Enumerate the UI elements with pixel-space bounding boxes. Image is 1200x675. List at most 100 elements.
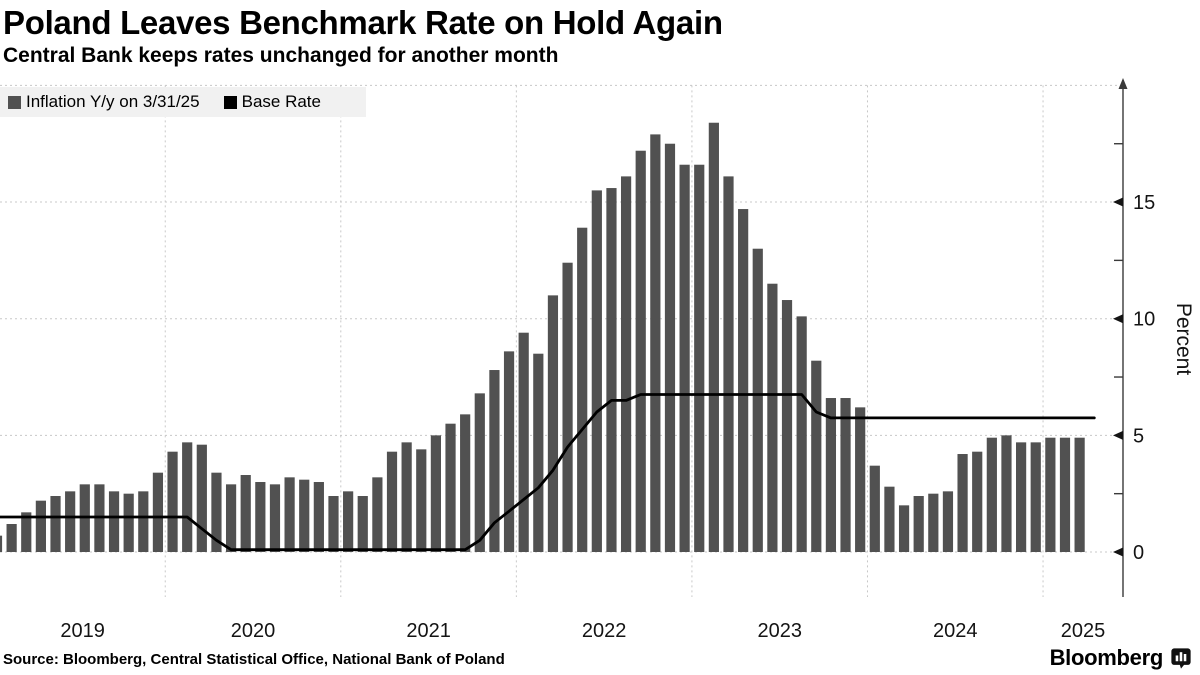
legend-item-base-rate: Base Rate	[223, 92, 321, 112]
major-tick-arrow-icon	[1113, 430, 1123, 440]
inflation-bar	[694, 164, 705, 553]
source-note: Source: Bloomberg, Central Statistical O…	[3, 651, 505, 668]
axis-label: 2020	[231, 620, 276, 642]
axis-label: 0	[1133, 542, 1144, 564]
axis-label: 15	[1133, 192, 1155, 214]
inflation-bar	[225, 484, 237, 552]
inflation-bar	[50, 496, 61, 552]
bloomberg-terminal-icon	[1171, 647, 1191, 669]
major-tick-arrow-icon	[1113, 547, 1123, 557]
inflation-bar	[635, 150, 646, 552]
major-tick-arrow-icon	[1113, 314, 1123, 324]
inflation-bar	[0, 535, 3, 552]
inflation-bar	[269, 484, 281, 552]
inflation-bar	[313, 482, 324, 552]
inflation-bar	[372, 477, 383, 552]
legend-item-inflation: Inflation Y/y on 3/31/25	[8, 92, 200, 112]
inflation-bar	[664, 143, 676, 552]
inflation-bar	[65, 491, 76, 552]
inflation-bar	[284, 477, 295, 552]
page-subtitle: Central Bank keeps rates unchanged for a…	[3, 44, 559, 67]
bloomberg-wordmark: Bloomberg	[1049, 645, 1164, 670]
inflation-bar	[928, 493, 939, 552]
axis-label: 2019	[60, 620, 105, 642]
inflation-bar	[1074, 437, 1085, 552]
inflation-bar	[35, 500, 46, 552]
y-axis	[1113, 78, 1128, 597]
page-title: Poland Leaves Benchmark Rate on Hold Aga…	[3, 4, 723, 41]
axis-label: 5	[1133, 425, 1144, 447]
axis-label: 2025	[1061, 620, 1106, 642]
inflation-bar	[869, 465, 880, 552]
inflation-bar	[1045, 437, 1056, 552]
major-tick-arrow-icon	[1113, 197, 1123, 207]
inflation-bar	[6, 524, 17, 552]
inflation-bar	[386, 451, 398, 552]
legend-label-inflation: Inflation Y/y on 3/31/25	[26, 92, 200, 111]
inflation-bar	[255, 482, 266, 552]
inflation-bar	[343, 491, 354, 552]
inflation-bar	[211, 472, 222, 552]
inflation-bar	[738, 209, 749, 552]
inflation-bar	[430, 435, 441, 552]
bloomberg-logo: Bloomberg	[1050, 645, 1192, 671]
legend-label-base-rate: Base Rate	[241, 92, 321, 111]
inflation-bar	[723, 176, 734, 552]
inflation-bar	[679, 164, 690, 553]
inflation-bar	[474, 393, 485, 552]
inflation-bar	[708, 122, 719, 552]
axis-label: Percent	[1172, 303, 1195, 376]
inflation-bar	[196, 444, 207, 552]
base-rate-line	[0, 393, 1096, 552]
inflation-bar	[533, 353, 544, 552]
inflation-bar	[591, 190, 602, 552]
inflation-bar	[138, 491, 149, 552]
inflation-bar	[577, 227, 588, 552]
axis-label: 2021	[406, 620, 451, 642]
inflation-bar	[606, 188, 617, 552]
inflation-bar	[357, 496, 368, 552]
inflation-bar	[1059, 437, 1071, 552]
inflation-bar	[152, 472, 164, 552]
inflation-bar	[416, 449, 427, 552]
inflation-bar	[503, 351, 515, 552]
inflation-bar	[898, 505, 910, 552]
inflation-bar	[957, 454, 968, 552]
inflation-bar	[781, 300, 793, 552]
inflation-bar	[811, 360, 822, 552]
inflation-bar	[1016, 442, 1027, 552]
inflation-bar	[972, 451, 983, 552]
inflation-bars	[0, 122, 1085, 553]
inflation-bar	[123, 493, 134, 552]
inflation-bar	[460, 414, 471, 552]
inflation-bar	[825, 398, 837, 552]
inflation-bar	[884, 486, 895, 552]
inflation-bar	[299, 479, 310, 552]
base-rate-swatch-icon	[223, 95, 237, 109]
inflation-bar	[913, 496, 924, 552]
inflation-bar	[518, 332, 529, 552]
inflation-bar	[445, 423, 456, 552]
inflation-swatch-icon	[8, 95, 21, 109]
inflation-bar	[986, 437, 997, 552]
inflation-bar	[1001, 435, 1012, 552]
inflation-bar	[21, 512, 32, 552]
inflation-bar	[650, 134, 661, 552]
inflation-bar	[620, 176, 632, 552]
inflation-bar	[767, 283, 778, 552]
inflation-bar	[547, 295, 559, 552]
inflation-bar	[796, 316, 807, 552]
inflation-bar	[240, 475, 251, 552]
inflation-bar	[562, 262, 573, 552]
inflation-bar	[182, 442, 193, 552]
inflation-bar	[489, 370, 500, 552]
inflation-bar	[840, 398, 851, 552]
axis-label: 2023	[757, 620, 802, 642]
inflation-bar	[752, 248, 763, 552]
inflation-bar	[167, 451, 178, 552]
axis-label: 2022	[582, 620, 627, 642]
inflation-bar	[401, 442, 412, 552]
inflation-bar	[942, 491, 954, 552]
inflation-bar	[328, 496, 339, 552]
